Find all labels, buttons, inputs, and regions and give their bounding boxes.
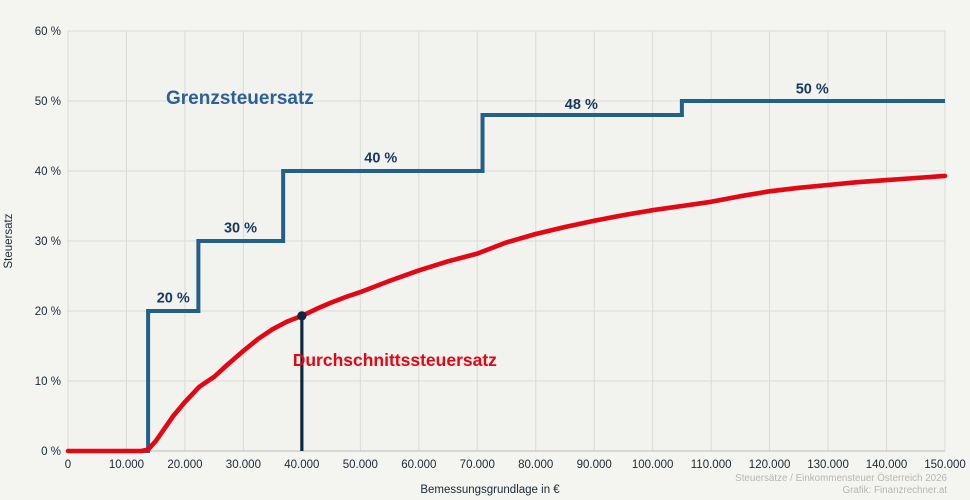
x-tick-label: 50.000	[343, 459, 378, 471]
x-tick-label: 60.000	[401, 459, 436, 471]
step-value-label: 30 %	[224, 221, 257, 237]
series-label-grenzsteuersatz: Grenzsteuersatz	[166, 88, 314, 109]
y-tick-label: 0 %	[41, 446, 61, 458]
y-tick-label: 30 %	[35, 236, 61, 248]
x-axis-title: Bemessungsgrundlage in €	[420, 484, 560, 496]
x-tick-label: 0	[65, 459, 71, 471]
marginal-rate-step-line	[68, 99, 945, 453]
marker-dot	[297, 311, 307, 321]
x-tick-label: 130.000	[807, 459, 849, 471]
x-tick-label: 120.000	[749, 459, 791, 471]
x-tick-label: 110.000	[691, 459, 732, 471]
y-tick-label: 50 %	[35, 96, 61, 108]
x-tick-label: 10.000	[109, 459, 144, 471]
caption-line-1: Steuersätze / Einkommensteuer Österreich…	[735, 473, 947, 484]
x-tick-label: 100.000	[632, 459, 674, 471]
step-value-label: 40 %	[364, 151, 397, 167]
y-axis-title: Steuersatz	[3, 213, 15, 268]
series-label-durchschnittssteuersatz: Durchschnittssteuersatz	[293, 350, 497, 370]
caption-line-2: Grafik: Finanzrechner.at	[842, 485, 947, 496]
y-tick-label: 40 %	[35, 166, 61, 178]
y-tick-label: 60 %	[35, 26, 61, 38]
x-tick-label: 70.000	[460, 459, 495, 471]
x-tick-label: 80.000	[518, 459, 553, 471]
x-tick-label: 20.000	[167, 459, 202, 471]
y-tick-label: 20 %	[35, 306, 61, 318]
x-tick-label: 140.000	[866, 459, 908, 471]
x-tick-label: 30.000	[226, 459, 261, 471]
x-tick-label: 90.000	[577, 459, 612, 471]
average-rate-curve	[65, 173, 948, 454]
step-value-label: 20 %	[157, 291, 190, 307]
step-value-label: 48 %	[565, 97, 598, 113]
x-tick-label: 150.000	[924, 459, 966, 471]
step-value-label: 50 %	[796, 81, 829, 97]
x-tick-label: 40.000	[284, 459, 319, 471]
y-tick-label: 10 %	[35, 376, 61, 388]
